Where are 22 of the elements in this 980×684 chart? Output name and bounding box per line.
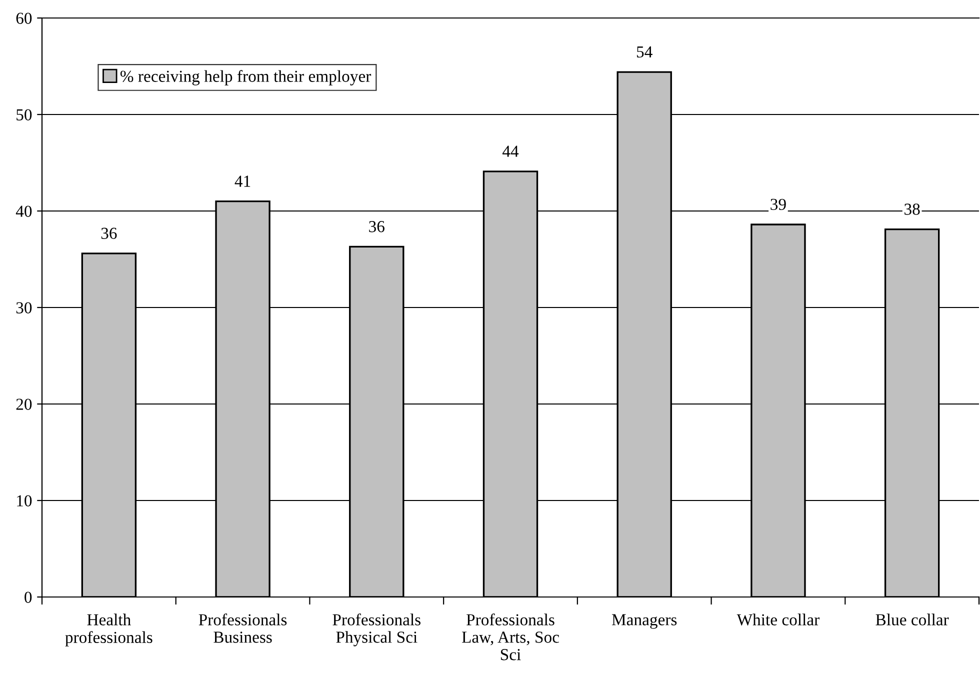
y-tick-label: 0 (24, 592, 32, 603)
x-tick-label: Professionals Business (198, 613, 287, 643)
data-label: 44 (502, 146, 519, 157)
data-label: 39 (770, 198, 786, 210)
legend-label: % receiving help from their employer (120, 70, 372, 86)
x-tick-label: Managers (612, 614, 677, 629)
y-tick-label: 10 (17, 495, 32, 506)
x-tick-label: Health professionals (65, 614, 152, 646)
y-tick-label: 20 (16, 398, 32, 410)
data-label: 54 (636, 46, 652, 58)
x-tick-label: Professionals Law, Arts, Soc Sci (462, 613, 559, 660)
data-label: 38 (904, 204, 920, 215)
data-label: 41 (234, 176, 250, 187)
data-label: 36 (101, 228, 117, 239)
y-tick-label: 30 (16, 302, 32, 314)
x-tick-label: Blue collar (876, 614, 949, 626)
y-tick-label: 40 (16, 206, 32, 217)
data-label: 36 (369, 221, 384, 232)
y-tick-label: 60 (16, 12, 32, 24)
x-tick-label: Professionals Physical Sci (332, 613, 420, 646)
x-tick-label: White collar (736, 614, 820, 626)
y-tick-label: 50 (16, 109, 32, 120)
